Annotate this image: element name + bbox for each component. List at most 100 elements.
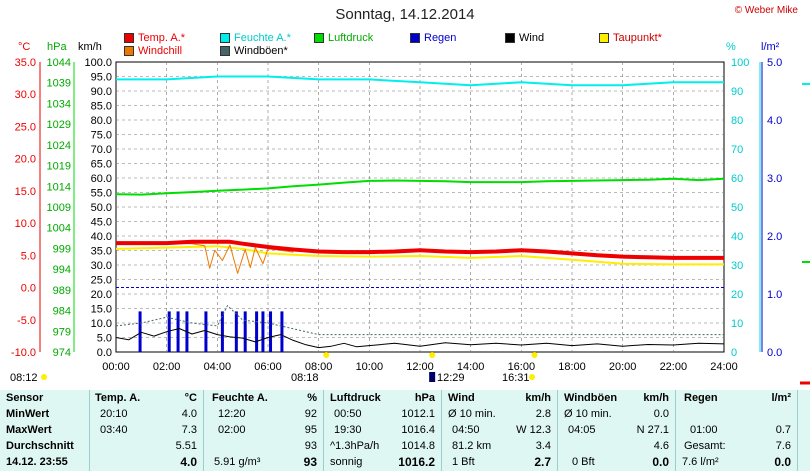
rain-axis-tick: 5.0	[767, 57, 782, 69]
temp-min: 4.0	[181, 408, 197, 420]
pressure-max-time: 19:30	[334, 424, 362, 436]
rain-total-label: Gesamt:	[684, 440, 726, 452]
pressure-axis-tick: 1039	[47, 78, 71, 90]
humidity-axis-tick: 70	[731, 144, 743, 156]
temp-max-time: 03:40	[100, 424, 128, 436]
wind-axis-tick: 65.0	[91, 159, 112, 171]
sunrise-marker-icon	[323, 352, 330, 358]
humidity-axis-tick: 80	[731, 115, 743, 127]
temp-axis-unit: °C	[18, 41, 30, 53]
x-tick-label: 14:00	[457, 361, 485, 373]
gusts-avg: 4.6	[653, 440, 669, 452]
x-tick-label: 04:00	[204, 361, 232, 373]
gusts-max: N 27.1	[636, 424, 669, 436]
x-tick-label: 20:00	[609, 361, 637, 373]
legend-gusts-label: Windböen*	[234, 45, 288, 57]
legend-dewpoint-swatch	[599, 33, 609, 43]
statistics-table: Sensor MinWert MaxWert Durchschnitt 14.1…	[0, 390, 810, 471]
wind-axis-tick: 45.0	[91, 217, 112, 229]
wind-bft: 1 Bft	[452, 456, 475, 468]
sunrise-icon	[41, 374, 47, 380]
row-label-sensor: Sensor	[6, 392, 44, 404]
weather-chart: 00:00 02:00 04:00 06:00 08:00 10:00 12:00 14:00…	[11, 41, 810, 385]
wind-axis-tick: 20.0	[91, 289, 112, 301]
rain-axis-tick: 1.0	[767, 289, 782, 301]
sunrise-time: 08:12	[10, 372, 38, 384]
page-title: Sonntag, 14.12.2014	[335, 6, 475, 23]
humidity-axis-tick: 100	[731, 57, 749, 69]
humidity-axis-tick: 10	[731, 318, 743, 330]
rain-total: 7.6	[775, 440, 791, 452]
gusts-min-label: Ø 10 min.	[564, 408, 612, 420]
humidity-min-time: 12:20	[218, 408, 246, 420]
legend-temp-swatch	[124, 33, 134, 43]
pressure-unit: hPa	[414, 392, 435, 404]
x-tick-label: 06:00	[254, 361, 282, 373]
temp-axis-tick: 30.0	[15, 89, 36, 101]
legend-temp-label: Temp. A.*	[138, 32, 186, 44]
humidity-unit: %	[307, 392, 317, 404]
legend-dewpoint: Taupunkt*	[599, 32, 662, 44]
pressure-min-time: 00:50	[334, 408, 362, 420]
noon-icon	[429, 372, 436, 382]
wind-axis-tick: 10.0	[91, 318, 112, 330]
wind-axis-unit: km/h	[78, 41, 102, 53]
rain-bar	[176, 311, 180, 352]
series-line-wind	[115, 328, 725, 349]
noon-marker-icon	[429, 352, 436, 358]
legend-humidity-label: Feuchte A.*	[234, 32, 291, 44]
copyright-label: © Weber Mike	[734, 5, 798, 16]
sunset-icon	[529, 374, 535, 380]
legend-gusts: Windböen*	[220, 45, 288, 57]
series-line-taupunkt	[115, 245, 724, 266]
wind-max-time: 04:50	[452, 424, 480, 436]
temp-axis-tick: 10.0	[15, 218, 36, 230]
pressure-axis-tick: 1004	[47, 223, 71, 235]
wind-axis-tick: 100.0	[84, 57, 112, 69]
rain-bar	[167, 311, 171, 352]
pressure-header: Luftdruck	[330, 392, 381, 404]
legend-windchill: Windchill	[124, 45, 182, 57]
temp-axis-tick: -5.0	[17, 315, 36, 327]
legend-rain: Regen	[410, 32, 456, 44]
pressure-avg: 1014.8	[401, 440, 435, 452]
legend-pressure-swatch	[314, 33, 324, 43]
legend-pressure: Luftdruck	[314, 32, 373, 44]
x-tick-label: 00:00	[102, 361, 130, 373]
humidity-current: 93	[303, 455, 317, 469]
wind-avg: 3.4	[535, 440, 551, 452]
wind-axis-tick: 90.0	[91, 86, 112, 98]
pressure-axis-tick: 1029	[47, 119, 71, 131]
pressure-axis-tick: 1014	[47, 181, 71, 193]
wind-unit: km/h	[525, 392, 551, 404]
wind-min: 2.8	[535, 408, 551, 420]
gusts-column: Windböen km/h Ø 10 min. 0.0 04:05 N 27.1…	[558, 390, 676, 471]
wind-axis-tick: 15.0	[91, 304, 112, 316]
rain-current: 0.0	[774, 455, 791, 469]
row-label-max: MaxWert	[6, 424, 52, 436]
humidity-axis-tick: 30	[731, 260, 743, 272]
x-tick-label: 10:00	[356, 361, 384, 373]
temp-axis-tick: 25.0	[15, 121, 36, 133]
x-tick-label: 24:00	[710, 361, 738, 373]
legend-wind: Wind	[505, 32, 544, 44]
pressure-current: 1016.2	[398, 455, 435, 469]
legend-humidity: Feuchte A.*	[220, 32, 291, 44]
wind-column: Wind km/h Ø 10 min. 2.8 04:50 W 12.3 81.…	[442, 390, 558, 471]
series-line-luftdruck	[115, 177, 725, 196]
gusts-bft: 0 Bft	[572, 456, 595, 468]
rain-bar	[138, 311, 142, 352]
legend-windchill-swatch	[124, 46, 134, 56]
temp-unit: °C	[184, 392, 197, 404]
rain-bar	[243, 311, 247, 352]
pressure-axis-tick: 1019	[47, 161, 71, 173]
gusts-min: 0.0	[653, 408, 669, 420]
wind-axis-tick: 25.0	[91, 275, 112, 287]
pressure-axis-tick: 1044	[47, 57, 71, 69]
humidity-max: 95	[304, 424, 317, 436]
rain-unit: l/m²	[771, 392, 791, 404]
temp-axis-tick: -10.0	[11, 347, 36, 359]
rain-axis-tick: 2.0	[767, 231, 782, 243]
legend-wind-swatch	[505, 33, 515, 43]
humidity-avg: 93	[304, 440, 317, 452]
